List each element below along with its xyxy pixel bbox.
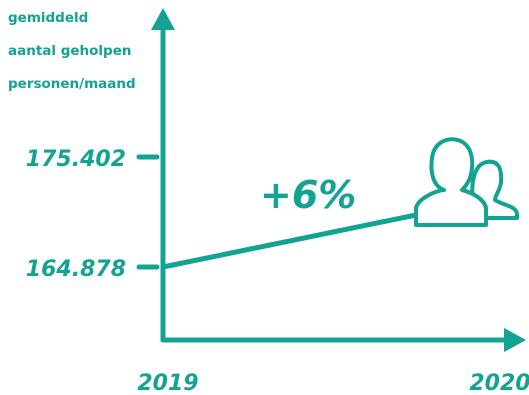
ylabel-line-1: gemiddeld — [8, 10, 88, 26]
x-tick-label-2020: 2020 — [469, 371, 529, 395]
x-tick-label-2019: 2019 — [137, 371, 198, 395]
person-front — [414, 137, 488, 227]
people-icon — [414, 137, 519, 227]
y-tick-label-low: 164.878 — [26, 257, 126, 282]
y-tick-label-high: 175.402 — [26, 147, 126, 172]
x-axis-arrow — [504, 328, 526, 352]
ylabel-line-3: personen/maand — [8, 76, 136, 92]
ylabel-line-2: aantal geholpen — [8, 43, 131, 59]
annotation-label: +6% — [260, 173, 356, 217]
series-line — [160, 212, 419, 270]
y-axis-arrow — [151, 8, 175, 30]
